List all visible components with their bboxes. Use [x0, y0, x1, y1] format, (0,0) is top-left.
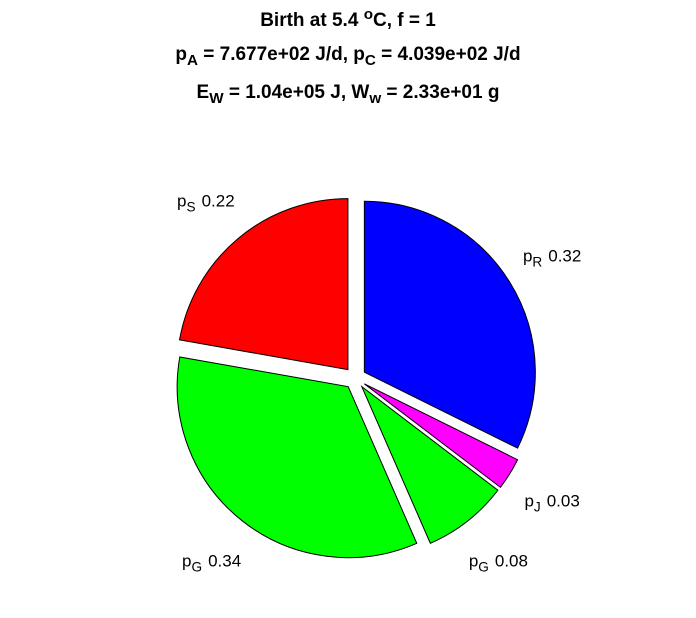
slice-label: pJ 0.03 [524, 491, 579, 514]
text-fragment: W [209, 90, 224, 107]
pie-slice [176, 356, 418, 559]
slice-label: pR 0.32 [523, 247, 581, 270]
slice-label: pG 0.08 [469, 551, 528, 574]
text-fragment: p [524, 491, 533, 510]
text-fragment: p [175, 44, 187, 65]
slice-value: 0.08 [495, 551, 528, 570]
text-fragment: C [365, 52, 376, 69]
text-fragment: G [191, 559, 202, 574]
text-fragment: p [523, 247, 532, 266]
text-fragment: p [469, 551, 478, 570]
text-fragment: p [177, 191, 186, 210]
pie-slice [360, 385, 499, 544]
slice-value: 0.03 [547, 491, 580, 510]
chart-title: EW = 1.04e+05 J, Ww = 2.33e+01 g [197, 82, 500, 107]
pie-slice [178, 198, 349, 371]
text-fragment: R [532, 255, 542, 270]
text-fragment: Birth at 5.4 [260, 10, 363, 31]
text-fragment: A [187, 52, 198, 69]
text-fragment: S [187, 199, 196, 214]
text-fragment: = 1.04e+05 J, W [224, 82, 370, 103]
text-fragment: E [197, 82, 210, 103]
pie-slice [363, 200, 536, 449]
text-fragment: w [368, 90, 381, 107]
text-fragment: o [364, 6, 373, 23]
slice-value: 0.34 [208, 551, 241, 570]
text-fragment: = 4.039e+02 J/d [376, 44, 521, 65]
slice-value: 0.32 [548, 247, 581, 266]
text-fragment: G [478, 559, 489, 574]
slice-value: 0.22 [202, 191, 235, 210]
chart-title: pA = 7.677e+02 J/d, pC = 4.039e+02 J/d [175, 44, 520, 69]
text-fragment: J [534, 499, 541, 514]
text-fragment: = 7.677e+02 J/d, p [198, 44, 365, 65]
text-fragment: C, f = 1 [373, 10, 436, 31]
text-fragment: p [182, 551, 191, 570]
pie-slice [364, 383, 519, 489]
chart-title: Birth at 5.4 oC, f = 1 [260, 6, 436, 31]
text-fragment: = 2.33e+01 g [381, 82, 499, 103]
slice-label: pS 0.22 [177, 191, 235, 214]
slice-label: pG 0.34 [182, 551, 241, 574]
